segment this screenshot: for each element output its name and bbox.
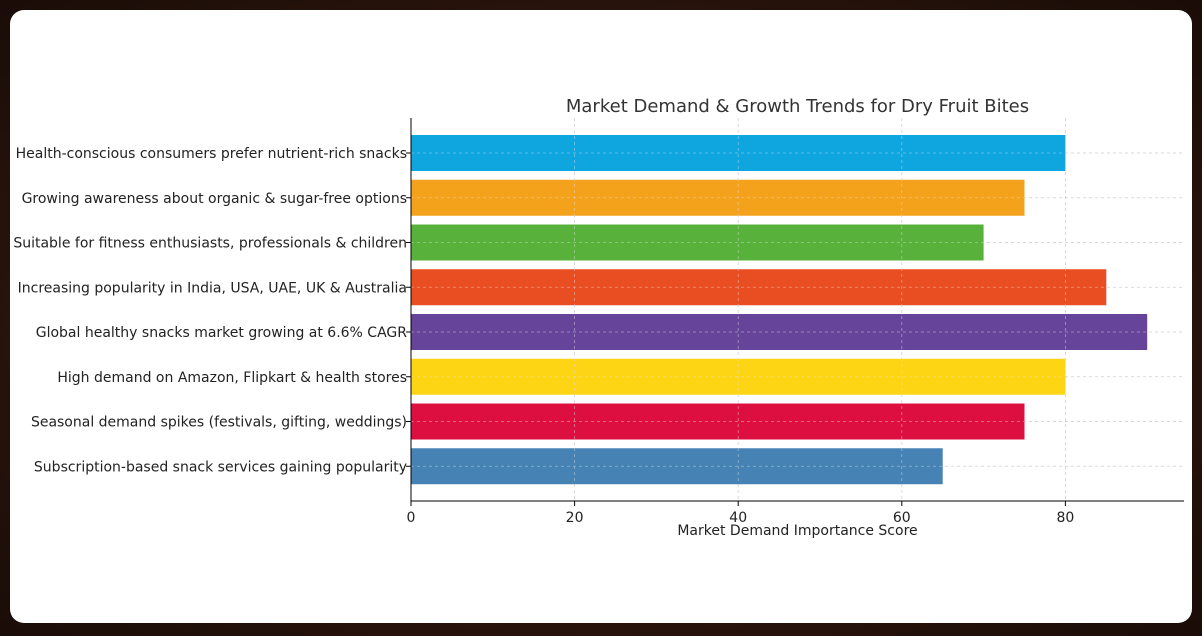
bar [411,224,984,261]
category-label: Global healthy snacks market growing at … [36,325,408,341]
category-label: Seasonal demand spikes (festivals, gifti… [31,415,407,431]
category-label: Health-conscious consumers prefer nutrie… [16,146,407,162]
chart-card: Market Demand & Growth Trends for Dry Fr… [10,10,1192,623]
x-tick-label: 0 [407,510,416,526]
x-tick-label: 60 [893,510,911,526]
category-label: Suitable for fitness enthusiasts, profes… [13,236,407,252]
x-axis-title: Market Demand Importance Score [677,523,917,539]
x-tick-label: 40 [729,510,747,526]
category-label: High demand on Amazon, Flipkart & health… [57,370,407,386]
bar-chart: Market Demand & Growth Trends for Dry Fr… [13,96,1184,539]
grid-overlay [411,118,1184,501]
category-label: Subscription-based snack services gainin… [34,459,407,475]
chart-title: Market Demand & Growth Trends for Dry Fr… [566,96,1029,117]
axis-layer [406,118,1184,506]
x-tick-labels: 0 20 40 60 80 [407,510,1075,526]
category-label: Growing awareness about organic & sugar-… [22,191,407,207]
bar-layer [411,135,1148,485]
x-tick-label: 20 [566,510,584,526]
grid-layer [411,118,1184,501]
category-label: Increasing popularity in India, USA, UAE… [18,280,407,296]
x-tick-label: 80 [1056,510,1074,526]
category-labels: Health-conscious consumers prefer nutrie… [13,146,407,475]
